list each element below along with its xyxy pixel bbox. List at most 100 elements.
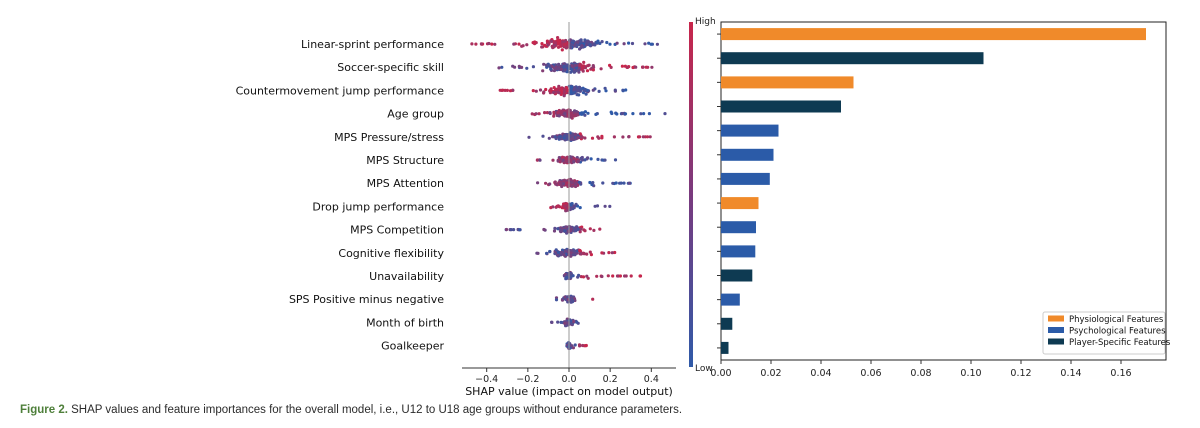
shap-point [560, 229, 564, 233]
shap-point [576, 227, 580, 231]
shap-point [585, 252, 589, 256]
x-tick-label: 0.16 [1110, 368, 1131, 379]
shap-point [591, 297, 595, 301]
shap-point [574, 184, 578, 189]
shap-point [564, 159, 568, 163]
shap-point [650, 65, 654, 69]
shap-point [577, 273, 581, 277]
shap-point [572, 249, 577, 253]
shap-point [598, 227, 602, 231]
shap-point [565, 70, 569, 74]
shap-point [562, 64, 566, 69]
shap-point [556, 320, 560, 324]
shap-point [549, 67, 553, 71]
shap-point [576, 159, 580, 164]
shap-point [563, 204, 567, 208]
shap-points [470, 36, 667, 351]
shap-point [590, 136, 595, 140]
shap-point [638, 135, 642, 139]
shap-point [504, 227, 509, 232]
feature-label: Age group [387, 108, 444, 121]
shap-point [626, 65, 630, 69]
shap-point [565, 275, 569, 279]
shap-point [560, 155, 565, 159]
shap-point [585, 274, 589, 278]
shap-point [493, 42, 497, 46]
shap-point [583, 158, 587, 162]
bar [721, 148, 774, 161]
figure-caption: Figure 2. SHAP values and feature import… [20, 404, 682, 416]
shap-point [624, 88, 628, 92]
shap-point [581, 275, 586, 279]
shap-point [570, 67, 574, 72]
x-tick-label: 0.00 [710, 368, 731, 379]
shap-point [560, 48, 564, 52]
shap-point [509, 228, 513, 232]
feature-label: MPS Attention [367, 177, 444, 190]
shap-point [564, 156, 568, 161]
bar [721, 197, 759, 210]
shap-point [501, 88, 505, 92]
shap-point [595, 41, 599, 45]
shap-point [525, 43, 529, 47]
shap-point [544, 87, 548, 92]
shap-point [621, 88, 625, 92]
shap-point [611, 274, 615, 278]
shap-point [556, 227, 560, 231]
shap-point [538, 158, 542, 162]
shap-point [550, 39, 554, 44]
x-axis-ticks: 0.00 0.02 0.04 0.06 0.08 0.10 0.12 0.14 0.16 [710, 360, 1132, 379]
shap-point [556, 36, 560, 40]
shap-point [563, 43, 567, 47]
x-tick-label: 0.06 [860, 368, 881, 379]
shap-point [537, 112, 541, 116]
shap-point [559, 320, 563, 324]
shap-point [543, 111, 547, 115]
shap-point [591, 68, 596, 72]
bar [721, 245, 756, 258]
shap-point [545, 251, 549, 255]
shap-point [586, 111, 590, 115]
shap-point [624, 274, 628, 278]
shap-point [648, 135, 652, 139]
shap-point [646, 65, 650, 69]
shap-point [556, 45, 561, 49]
shap-point [595, 274, 599, 278]
shap-point [618, 274, 623, 278]
shap-point [569, 90, 573, 94]
shap-point [598, 41, 602, 46]
shap-point [554, 248, 558, 252]
shap-point [641, 65, 645, 69]
shap-point [606, 274, 610, 278]
shap-point [572, 319, 576, 324]
shap-point [540, 45, 544, 49]
shap-point [562, 87, 566, 92]
feature-label: Linear-sprint performance [301, 38, 444, 51]
feature-label: Month of birth [366, 316, 444, 329]
shap-point [595, 204, 600, 208]
shap-point [570, 43, 574, 47]
legend-label: Physiological Features [1069, 315, 1164, 325]
shap-point [474, 42, 478, 46]
shap-point [608, 204, 612, 208]
colorbar: High Low [689, 17, 716, 374]
shap-point [569, 254, 573, 258]
shap-point [613, 250, 617, 255]
shap-point [622, 42, 626, 46]
shap-point [548, 88, 553, 92]
shap-point [569, 275, 573, 279]
shap-point [572, 297, 577, 301]
shap-point [604, 89, 608, 93]
shap-point [629, 274, 633, 278]
x-tick-label: −0.4 [475, 374, 498, 385]
shap-point [552, 114, 556, 118]
colorbar-gradient [689, 22, 693, 367]
shap-point [536, 181, 540, 185]
shap-point [578, 132, 582, 136]
shap-point [535, 158, 540, 162]
bar [721, 293, 740, 306]
shap-point [591, 181, 595, 185]
shap-point [580, 44, 584, 48]
shap-point [631, 112, 635, 116]
shap-point [470, 42, 474, 46]
